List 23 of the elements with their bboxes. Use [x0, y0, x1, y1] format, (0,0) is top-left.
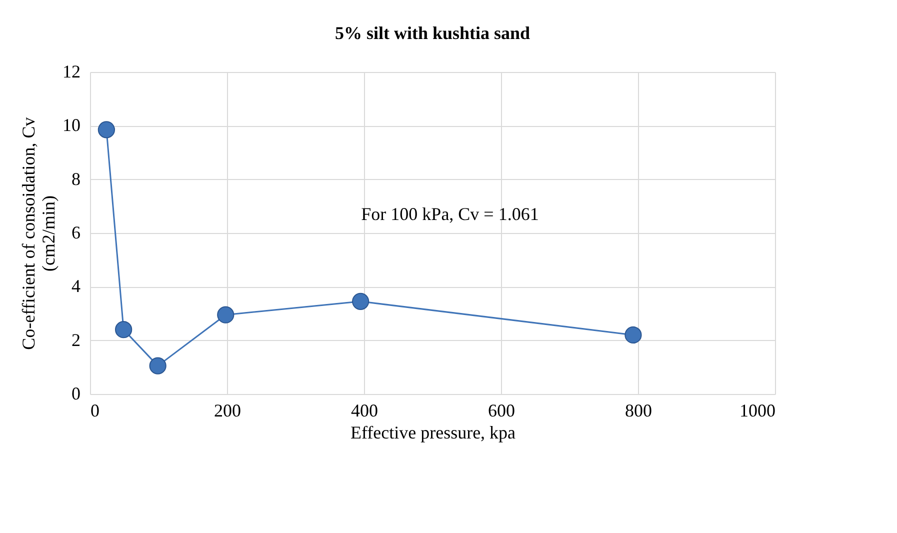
x-tick-label: 400 — [351, 400, 378, 420]
y-tick-label: 12 — [62, 62, 80, 82]
y-tick-label: 6 — [72, 222, 80, 242]
y-tick-label: 0 — [72, 384, 80, 404]
x-tick-label: 200 — [214, 400, 241, 420]
point — [217, 306, 234, 324]
chart-title: 5% silt with kushtia sand — [334, 23, 530, 43]
y-tick-label: 4 — [72, 276, 80, 296]
point — [98, 121, 115, 138]
x-tick-label: 600 — [488, 400, 515, 420]
y-tick-label: 8 — [72, 168, 80, 189]
x-axis-title: Effective pressure, kpa — [350, 422, 516, 442]
x-tick-label: 800 — [625, 400, 652, 420]
y-tick-label: 2 — [72, 330, 80, 350]
y-axis-title: Co-efficient of consoidation, Cv (cm2/min) — [18, 117, 58, 350]
x-tick-label: 0 — [90, 400, 100, 420]
y-tick-label: 10 — [62, 115, 80, 136]
point — [352, 292, 370, 310]
point — [115, 321, 132, 338]
annotation: For 100 kPa, Cv = 1.061 — [361, 204, 539, 224]
point — [149, 357, 166, 374]
x-tick-label: 1000 — [740, 400, 776, 420]
point — [624, 326, 642, 344]
